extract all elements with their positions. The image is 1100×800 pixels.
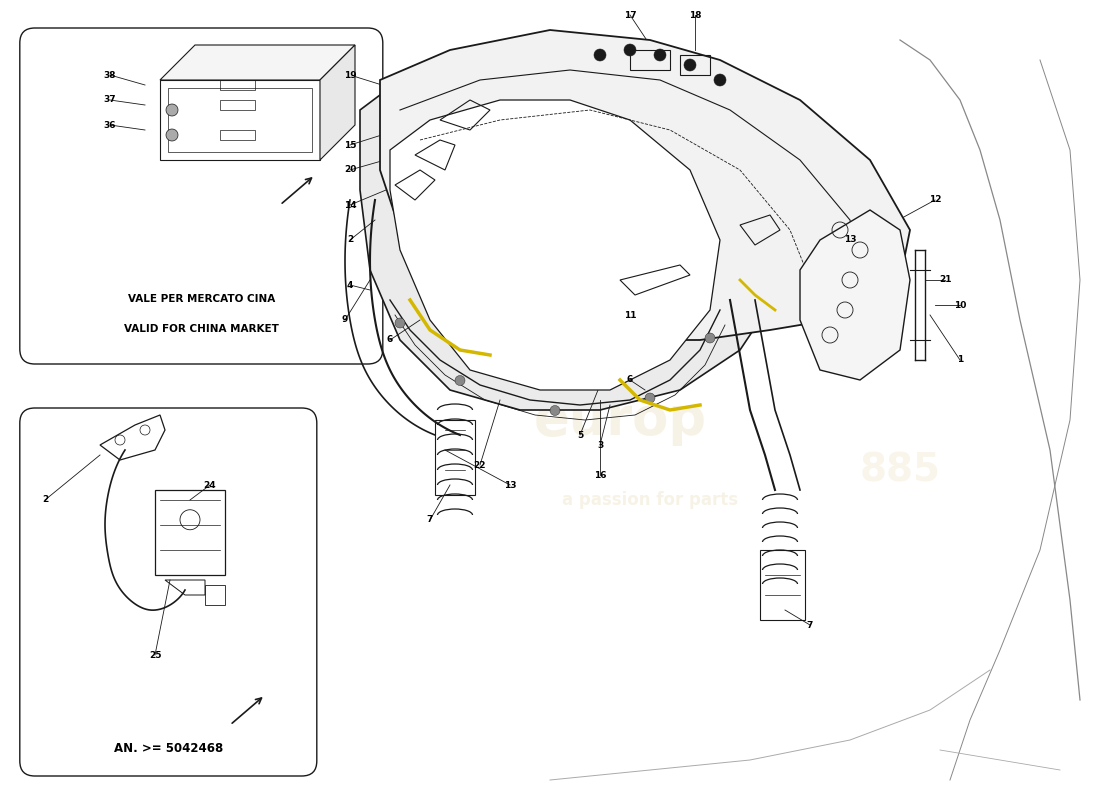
Text: 7: 7 (806, 621, 813, 630)
Text: 14: 14 (343, 201, 356, 210)
Polygon shape (379, 30, 910, 340)
Bar (220, 130, 255, 140)
Circle shape (594, 49, 606, 61)
Bar (155, 490, 226, 575)
Text: 9: 9 (342, 315, 349, 325)
Text: 36: 36 (103, 121, 117, 130)
Bar (760, 550, 805, 620)
Text: 21: 21 (938, 275, 952, 285)
Text: 12: 12 (928, 195, 942, 205)
Circle shape (684, 59, 696, 71)
Text: VALE PER MERCATO CINA: VALE PER MERCATO CINA (128, 294, 275, 304)
Circle shape (395, 318, 405, 328)
Bar (434, 420, 475, 495)
Circle shape (166, 129, 178, 141)
Circle shape (550, 406, 560, 415)
Text: 20: 20 (344, 166, 356, 174)
Bar (680, 55, 710, 75)
Text: 6: 6 (387, 335, 393, 345)
Text: 16: 16 (594, 470, 606, 479)
Text: 7: 7 (427, 515, 433, 525)
Bar (220, 80, 255, 90)
Circle shape (714, 74, 726, 86)
Circle shape (455, 375, 465, 386)
Text: 11: 11 (624, 310, 636, 319)
Text: 37: 37 (103, 95, 117, 105)
Circle shape (166, 104, 178, 116)
Polygon shape (360, 60, 790, 410)
Circle shape (705, 333, 715, 343)
Text: 24: 24 (204, 481, 217, 490)
Text: AN. >= 5042468: AN. >= 5042468 (113, 742, 223, 754)
Text: 22: 22 (474, 461, 486, 470)
Text: 13: 13 (844, 235, 856, 245)
Circle shape (654, 49, 666, 61)
FancyBboxPatch shape (20, 408, 317, 776)
Text: 17: 17 (624, 10, 636, 19)
Text: 13: 13 (504, 481, 516, 490)
Circle shape (624, 44, 636, 56)
Text: 885: 885 (859, 451, 940, 489)
Text: VALID FOR CHINA MARKET: VALID FOR CHINA MARKET (124, 324, 278, 334)
Bar (630, 50, 670, 70)
Text: 15: 15 (343, 141, 356, 150)
Text: 5: 5 (576, 430, 583, 439)
Polygon shape (320, 45, 355, 160)
Text: 4: 4 (346, 281, 353, 290)
Polygon shape (390, 100, 720, 390)
Text: europ: europ (534, 394, 706, 446)
Text: 18: 18 (689, 10, 702, 19)
Text: 1: 1 (957, 355, 964, 365)
Text: 10: 10 (954, 301, 966, 310)
Text: 3: 3 (597, 441, 603, 450)
Text: a passion for parts: a passion for parts (562, 491, 738, 509)
Bar (220, 100, 255, 110)
Text: 2: 2 (42, 495, 48, 505)
Text: 25: 25 (148, 650, 162, 659)
Text: 19: 19 (343, 70, 356, 79)
FancyBboxPatch shape (20, 28, 383, 364)
Text: 2: 2 (346, 235, 353, 245)
Polygon shape (160, 45, 355, 80)
Text: 6: 6 (627, 375, 634, 385)
Text: 38: 38 (103, 70, 117, 79)
Circle shape (645, 393, 654, 403)
Polygon shape (800, 210, 910, 380)
Bar (205, 585, 225, 605)
